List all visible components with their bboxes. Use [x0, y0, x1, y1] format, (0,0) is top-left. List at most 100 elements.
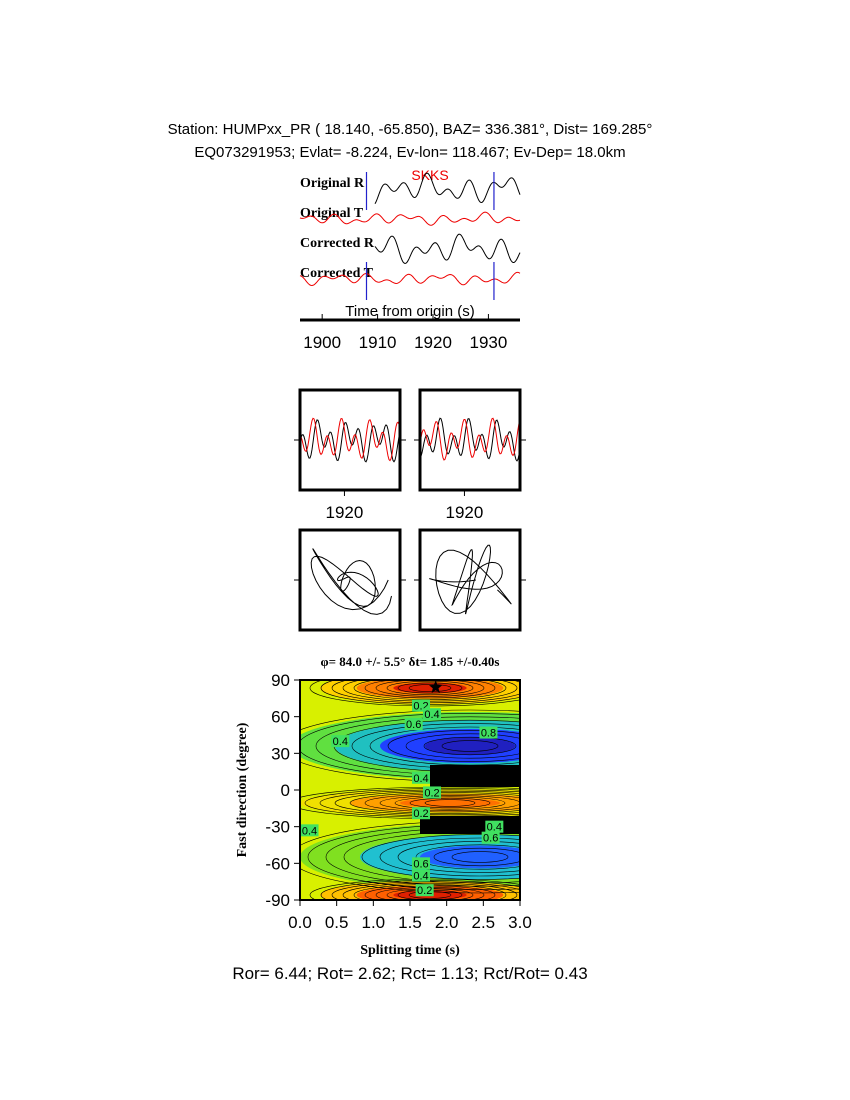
contour-line [319, 789, 520, 817]
contour-line [361, 834, 520, 880]
x-tick-label: 1.0 [362, 913, 386, 932]
x-axis-title: Splitting time (s) [360, 943, 460, 958]
contour-line [433, 847, 520, 867]
contour-label-box [300, 824, 319, 837]
x-tick-label: 0.0 [288, 913, 312, 932]
panel [420, 417, 520, 462]
contour-label-box [423, 708, 441, 721]
contour-label: 0.6 [483, 833, 498, 845]
waveform [300, 417, 400, 462]
contour-line [441, 740, 499, 752]
contour-label: 0.4 [413, 773, 428, 785]
contour-label: 0.4 [424, 709, 439, 721]
x-axis-title: Time from origin (s) [345, 303, 474, 320]
contour-line [307, 824, 520, 890]
contour-fill [393, 682, 467, 694]
contour-label-box [485, 820, 504, 833]
contour-fill [425, 737, 515, 755]
x-tick-label: 1920 [414, 333, 452, 352]
waveform [374, 233, 521, 265]
contour-line [397, 682, 463, 694]
contour-line [394, 796, 506, 810]
contour-line [331, 881, 520, 900]
waveform [299, 271, 521, 287]
x-tick-label: 1930 [469, 333, 507, 352]
contour-label-box [479, 726, 498, 739]
contour-field: 0.20.40.60.80.40.40.20.20.4 0.40.60.60.40… [300, 680, 520, 900]
panel [300, 417, 400, 463]
contour-line [386, 680, 474, 696]
y-tick-label: 0 [281, 781, 290, 800]
x-tick-label: 1920 [446, 503, 484, 522]
contour-line [304, 788, 520, 818]
contour-label: 0.2 [413, 808, 428, 820]
contour-label-box [412, 807, 430, 820]
trace-label: Corrected T [300, 266, 374, 281]
contour-line [300, 709, 520, 783]
contour-line [315, 716, 520, 776]
contour-line [451, 851, 509, 863]
x-tick-label: 2.0 [435, 913, 459, 932]
contour-title: φ= 84.0 +/- 5.5° δt= 1.85 +/-0.40s [321, 654, 500, 669]
contour-line [343, 830, 520, 884]
contour-line [409, 797, 491, 809]
contour-line [364, 793, 520, 813]
particle-motion [429, 544, 512, 615]
contour-label-box [412, 771, 430, 784]
contour-line [424, 799, 476, 807]
contour-line [300, 713, 520, 779]
contour-line [349, 792, 520, 814]
contour-line [369, 726, 520, 766]
contour-label-box [415, 884, 434, 897]
contour-line [387, 730, 520, 762]
contour-line [364, 680, 496, 699]
trace-label: Original T [300, 206, 364, 221]
contour-label: 0.2 [417, 885, 432, 897]
y-tick-label: 30 [271, 744, 290, 763]
contour-line [375, 680, 485, 697]
contour-line [379, 837, 520, 877]
waveform [374, 172, 521, 204]
y-tick-label: 90 [271, 671, 290, 690]
x-tick-label: 2.5 [472, 913, 496, 932]
x-tick-label: 1.5 [398, 913, 422, 932]
waveform [420, 417, 520, 461]
contour-label: 0.4 [333, 736, 348, 748]
best-fit-star [429, 680, 443, 693]
contour-line [351, 723, 520, 769]
contour-line [379, 795, 520, 811]
contour-line [405, 733, 520, 759]
trace-label: Corrected R [300, 236, 375, 251]
x-tick-label: 3.0 [508, 913, 532, 932]
header-line: Station: HUMPxx_PR ( 18.140, -65.850), B… [168, 121, 653, 138]
contour-label-box [412, 869, 430, 882]
y-tick-label: 60 [271, 708, 290, 727]
contour-line [415, 844, 520, 870]
contour-fill [400, 798, 500, 808]
contour-line [408, 684, 452, 692]
panel [429, 544, 512, 615]
x-tick-label: 1900 [303, 333, 341, 352]
contour-line [397, 841, 520, 873]
contour-label: 0.4 [413, 871, 428, 883]
contour-line [334, 790, 520, 816]
y-tick-label: -90 [265, 891, 290, 910]
waveform [299, 211, 521, 226]
contour-line [300, 786, 520, 820]
x-tick-label: 1910 [359, 333, 397, 352]
contour-label: 0.4 [487, 822, 502, 834]
contour-fill [420, 845, 520, 869]
trace-label: Original R [300, 176, 365, 191]
contour-line [353, 680, 507, 700]
x-tick-label: 1920 [326, 503, 364, 522]
contour-label: 0.6 [406, 719, 421, 731]
x-tick-label: 0.5 [325, 913, 349, 932]
phase-label: SKKS [411, 167, 448, 183]
contour-label: 0.2 [424, 787, 439, 799]
header-line: EQ073291953; Evlat= -8.224, Ev-lon= 118.… [194, 144, 625, 161]
footer: Ror= 6.44; Rot= 2.62; Rct= 1.13; Rct/Rot… [232, 964, 587, 983]
contour-label: 0.4 [302, 825, 317, 837]
contour-label: 0.8 [481, 728, 496, 740]
contour-line [423, 736, 517, 756]
